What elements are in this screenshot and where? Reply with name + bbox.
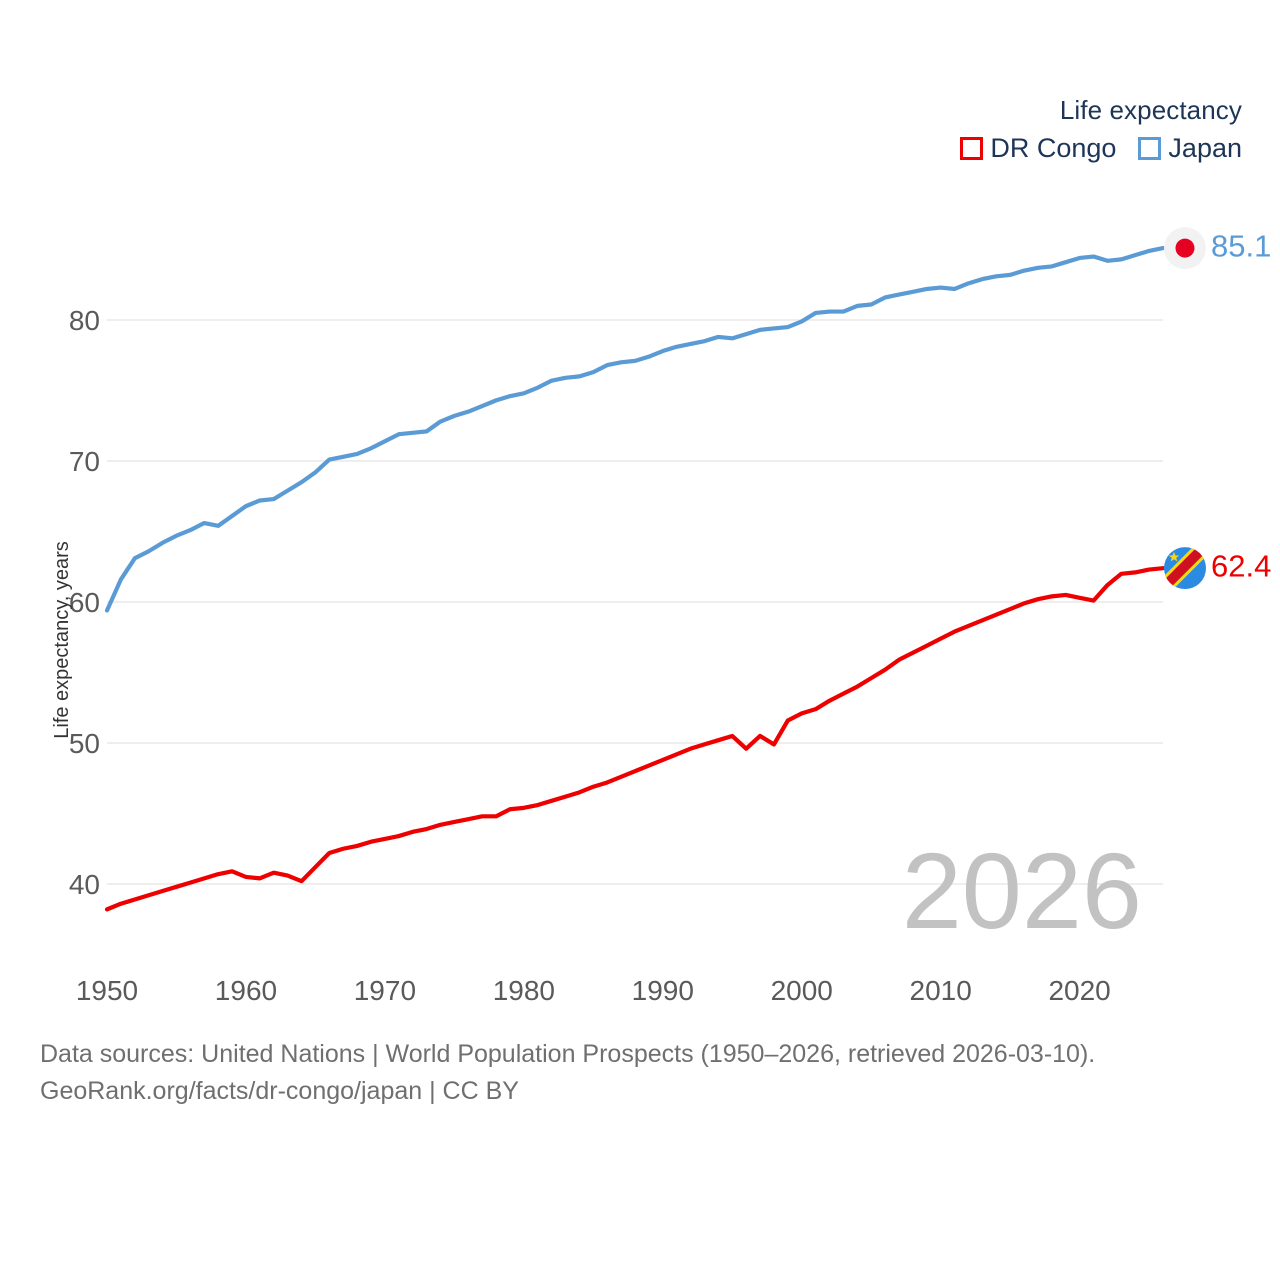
footer-sources: Data sources: United Nations | World Pop…	[40, 1036, 1240, 1110]
end-markers	[1164, 227, 1206, 590]
y-tick-label: 60	[69, 587, 100, 618]
end-label-dr-congo: 62.4	[1211, 548, 1271, 583]
x-tick-label: 2000	[771, 975, 833, 1006]
x-tick-label: 1980	[493, 975, 555, 1006]
marker-dr-congo-flag	[1164, 547, 1206, 590]
x-axis-ticks: 1950 1960 1970 1980 1990 2000 2010 2020	[76, 975, 1111, 1006]
end-label-japan: 85.1	[1211, 228, 1271, 263]
x-tick-label: 1960	[215, 975, 277, 1006]
y-axis-title: Life expectancy, years	[51, 541, 73, 739]
legend-label-dr-congo: DR Congo	[990, 132, 1117, 163]
x-tick-label: 1970	[354, 975, 416, 1006]
footer-line-1: Data sources: United Nations | World Pop…	[40, 1040, 1096, 1068]
x-tick-label: 2020	[1048, 975, 1110, 1006]
y-tick-label: 50	[69, 728, 100, 759]
legend-entry-japan[interactable]: Japan	[1138, 132, 1242, 163]
y-tick-label: 80	[69, 305, 100, 336]
legend-swatch-japan	[1138, 136, 1162, 160]
year-watermark: 2026	[902, 830, 1142, 951]
x-tick-label: 1990	[632, 975, 694, 1006]
gridlines	[107, 319, 1163, 885]
y-tick-label: 70	[69, 446, 100, 477]
legend-title: Life expectancy	[1059, 95, 1242, 125]
chart-legend: Life expectancy DR Congo Japan	[960, 96, 1242, 162]
x-tick-label: 1950	[76, 975, 138, 1006]
legend-swatch-dr-congo	[960, 136, 984, 160]
series-line-dr-congo	[104, 566, 1166, 912]
marker-japan-flag	[1164, 227, 1206, 270]
legend-label-japan: Japan	[1168, 132, 1242, 163]
y-axis-ticks: 40 50 60 70 80	[69, 305, 100, 900]
legend-items: DR Congo Japan	[960, 132, 1242, 163]
footer-line-2: GeoRank.org/facts/dr-congo/japan | CC BY	[40, 1077, 519, 1105]
series-line-japan	[104, 245, 1166, 613]
legend-entry-dr-congo[interactable]: DR Congo	[960, 132, 1117, 163]
series-lines	[104, 245, 1166, 912]
x-tick-label: 2010	[910, 975, 972, 1006]
y-tick-label: 40	[69, 869, 100, 900]
